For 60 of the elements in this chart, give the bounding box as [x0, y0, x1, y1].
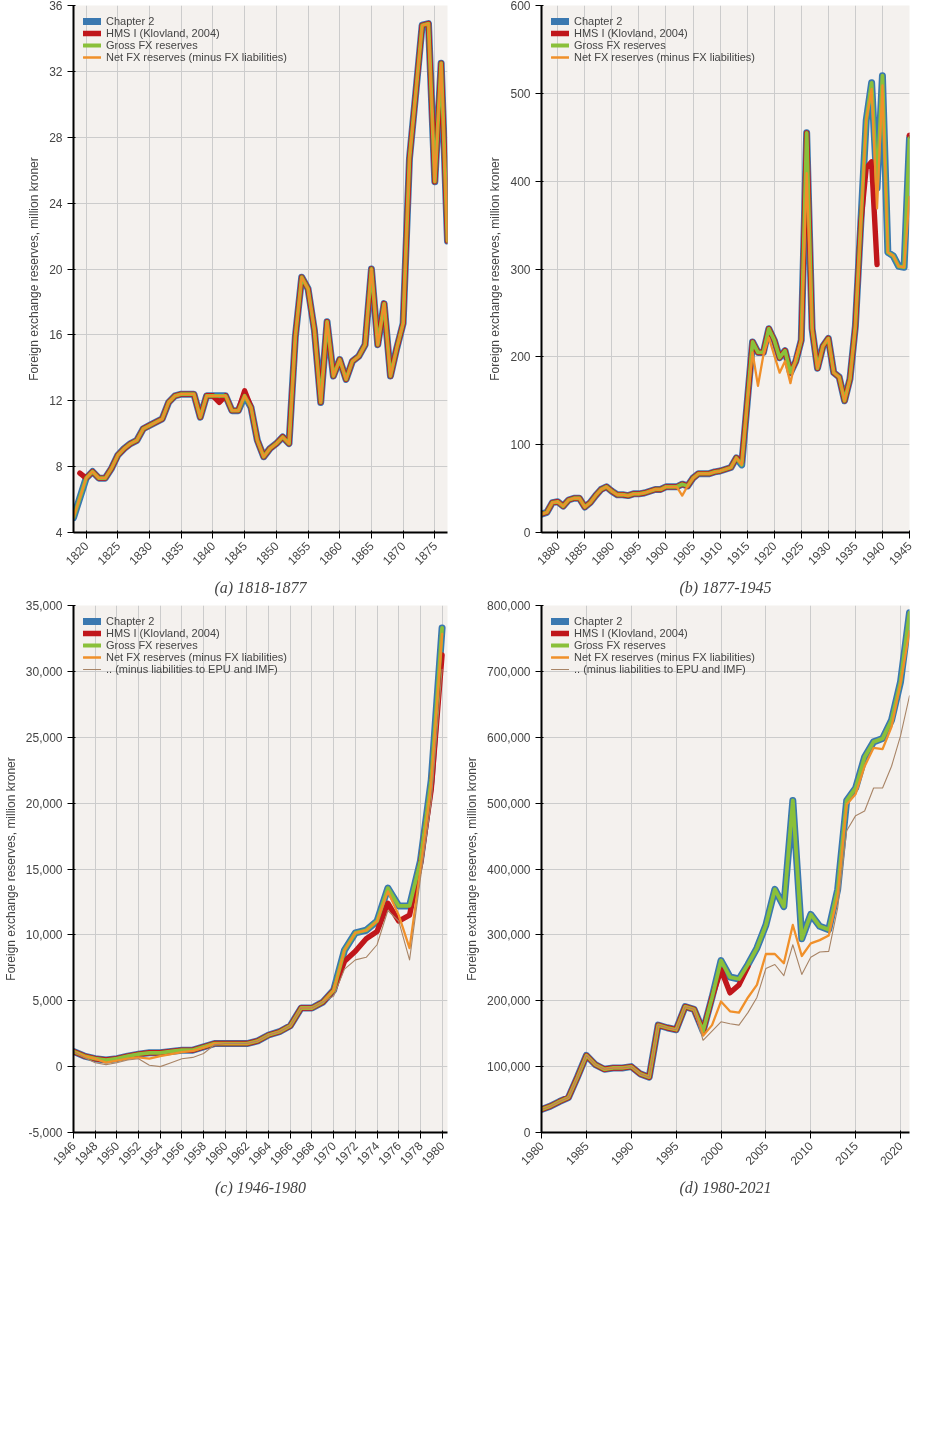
y-axis-title: Foreign exchange reserves, million kroner — [3, 757, 18, 981]
legend-label: Chapter 2 — [106, 615, 155, 627]
text: (d) 1980-2021 — [679, 1178, 772, 1197]
y-tick-label: 200 — [510, 350, 531, 365]
y-tick-label: 15,000 — [25, 862, 63, 877]
legend-label: Gross FX reserves — [106, 639, 198, 651]
y-tick-label: -5,000 — [28, 1126, 63, 1140]
legend-label: Chapter 2 — [574, 615, 623, 627]
y-tick-label: 700,000 — [487, 664, 531, 679]
legend-label: .. (minus liabilities to EPU and IMF) — [106, 663, 278, 675]
text: (c) 1946-1980 — [214, 1178, 307, 1197]
y-tick-label: 500,000 — [487, 796, 531, 811]
legend-label: Net FX reserves (minus FX liabilities) — [574, 51, 755, 63]
y-tick-label: 500 — [510, 86, 531, 101]
y-tick-label: 5,000 — [32, 994, 63, 1009]
legend-label: HMS I (Klovland, 2004) — [574, 627, 688, 639]
y-tick-label: 10,000 — [25, 928, 63, 943]
y-tick-label: 100 — [510, 438, 531, 453]
y-tick-label: 400,000 — [487, 862, 531, 877]
y-tick-label: 200,000 — [487, 994, 531, 1009]
legend-label: Gross FX reserves — [574, 39, 666, 51]
legend-label: HMS I (Klovland, 2004) — [574, 27, 688, 39]
y-tick-label: 25,000 — [25, 730, 63, 745]
y-tick-label: 300 — [510, 262, 531, 277]
y-tick-label: 4 — [55, 526, 63, 540]
y-tick-label: 400 — [510, 174, 531, 189]
y-axis-title: Foreign exchange reserves, million kroner — [27, 157, 42, 381]
legend-label: Net FX reserves (minus FX liabilities) — [106, 51, 287, 63]
y-tick-label: 12 — [49, 394, 63, 409]
y-tick-label: 20 — [49, 262, 63, 277]
text: (a) 1818-1877 — [214, 578, 308, 597]
y-tick-label: 35,000 — [25, 599, 63, 613]
y-tick-label: 300,000 — [487, 928, 531, 943]
y-tick-label: 600,000 — [487, 730, 531, 745]
legend-label: Net FX reserves (minus FX liabilities) — [574, 651, 755, 663]
y-tick-label: 0 — [523, 526, 531, 540]
y-axis-title: Foreign exchange reserves, million kroner — [488, 157, 503, 381]
y-tick-label: 32 — [49, 64, 63, 79]
text: (b) 1877-1945 — [679, 578, 772, 597]
legend-label: Chapter 2 — [574, 15, 623, 27]
y-tick-label: 8 — [55, 460, 63, 475]
y-tick-label: 600 — [510, 0, 531, 13]
y-tick-label: 24 — [49, 196, 63, 211]
y-tick-label: 20,000 — [25, 796, 63, 811]
legend-label: HMS I (Klovland, 2004) — [106, 27, 220, 39]
y-tick-label: 0 — [55, 1060, 63, 1075]
legend-label: .. (minus liabilities to EPU and IMF) — [574, 663, 746, 675]
y-tick-label: 30,000 — [25, 664, 63, 679]
y-tick-label: 800,000 — [487, 599, 531, 613]
y-tick-label: 36 — [49, 0, 63, 13]
y-tick-label: 28 — [49, 130, 63, 145]
y-tick-label: 16 — [49, 328, 63, 343]
legend-label: HMS I (Klovland, 2004) — [106, 627, 220, 639]
y-tick-label: 100,000 — [487, 1060, 531, 1075]
y-tick-label: 0 — [523, 1126, 531, 1140]
legend-label: Gross FX reserves — [574, 639, 666, 651]
legend-label: Chapter 2 — [106, 15, 155, 27]
legend-label: Net FX reserves (minus FX liabilities) — [106, 651, 287, 663]
legend-label: Gross FX reserves — [106, 39, 198, 51]
y-axis-title: Foreign exchange reserves, million kroner — [465, 757, 480, 981]
